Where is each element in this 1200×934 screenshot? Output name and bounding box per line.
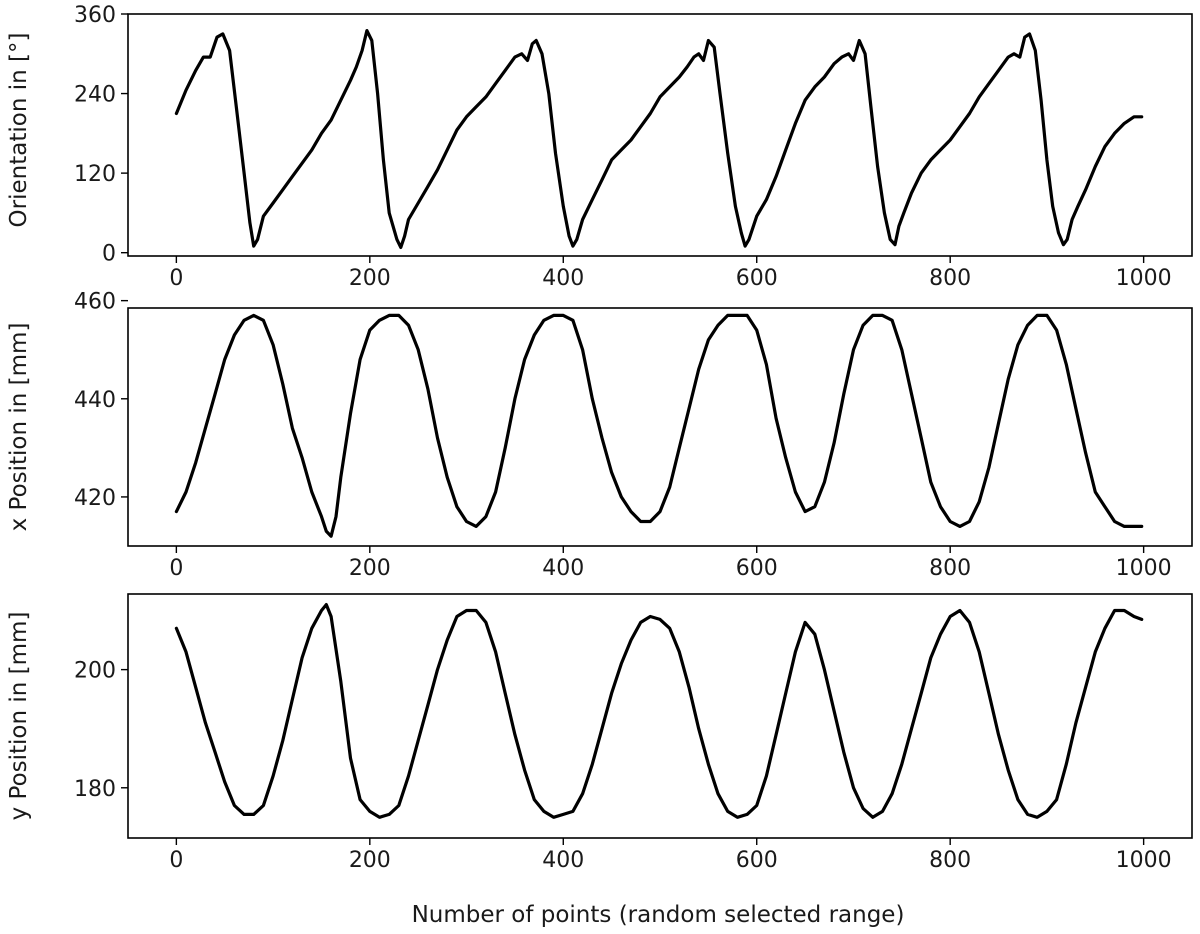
x-tick-label: 800 xyxy=(929,556,971,581)
y-axis-label: y Position in [mm] xyxy=(6,612,32,821)
x-tick-label: 0 xyxy=(169,556,183,581)
subplot-y-position: 0 200 400 600 800 1000 180 200 y Position in [mm… xyxy=(6,593,1193,873)
series-line xyxy=(174,603,1144,819)
y-tick-label: 360 xyxy=(74,3,116,28)
x-tick-label: 800 xyxy=(929,266,971,291)
x-tick-label: 200 xyxy=(349,848,391,873)
y-axis-label: Orientation in [°] xyxy=(6,33,32,228)
x-tick-label: 0 xyxy=(169,848,183,873)
y-axis-label: x Position in [mm] xyxy=(6,323,32,532)
x-tick-label: 600 xyxy=(736,848,778,873)
x-tick-label: 600 xyxy=(736,266,778,291)
x-tick-label: 400 xyxy=(542,556,584,581)
plot-frame xyxy=(127,13,1193,257)
x-tick-label: 600 xyxy=(736,556,778,581)
x-tick-label: 400 xyxy=(542,266,584,291)
y-tick-label: 240 xyxy=(74,83,116,108)
x-axis-label: Number of points (random selected range) xyxy=(412,902,905,928)
plot-frame xyxy=(127,307,1193,547)
x-tick-label: 1000 xyxy=(1116,848,1172,873)
plot-frame xyxy=(127,593,1193,839)
x-tick-label: 0 xyxy=(169,266,183,291)
subplot-x-position: 0 200 400 600 800 1000 420 440 460 x Position in … xyxy=(6,290,1193,581)
series-line xyxy=(174,313,1144,538)
series-line xyxy=(174,29,1144,249)
x-tick-label: 1000 xyxy=(1116,266,1172,291)
y-tick-label: 0 xyxy=(102,242,116,267)
x-tick-label: 1000 xyxy=(1116,556,1172,581)
x-tick-label: 400 xyxy=(542,848,584,873)
x-tick-label: 800 xyxy=(929,848,971,873)
subplot-orientation: 0 200 400 600 800 1000 0 120 240 360 Orientation i… xyxy=(6,3,1193,291)
x-tick-label: 200 xyxy=(349,556,391,581)
y-tick-label: 200 xyxy=(74,659,116,684)
y-tick-label: 420 xyxy=(74,486,116,511)
y-tick-label: 180 xyxy=(74,777,116,802)
y-tick-label: 440 xyxy=(74,388,116,413)
x-tick-label: 200 xyxy=(349,266,391,291)
y-tick-label: 120 xyxy=(74,162,116,187)
y-tick-label: 460 xyxy=(74,290,116,315)
